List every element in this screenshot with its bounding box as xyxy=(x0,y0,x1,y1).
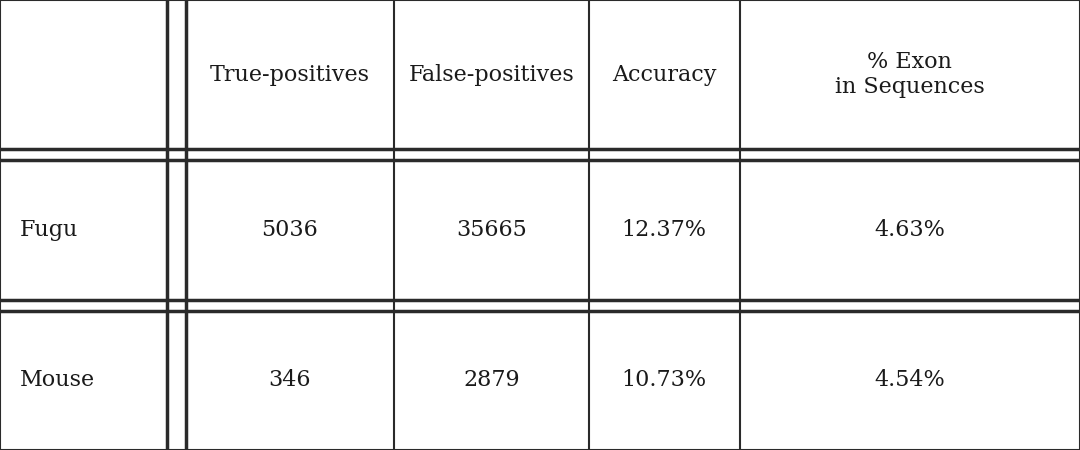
Text: False-positives: False-positives xyxy=(408,64,575,86)
Text: 5036: 5036 xyxy=(261,219,319,241)
Text: % Exon
in Sequences: % Exon in Sequences xyxy=(835,51,985,99)
Text: 10.73%: 10.73% xyxy=(622,369,706,391)
Text: 12.37%: 12.37% xyxy=(622,219,706,241)
Text: Fugu: Fugu xyxy=(19,219,78,241)
Text: True-positives: True-positives xyxy=(210,64,370,86)
Text: 4.54%: 4.54% xyxy=(875,369,945,391)
Text: 346: 346 xyxy=(269,369,311,391)
Text: Mouse: Mouse xyxy=(19,369,95,391)
Text: Accuracy: Accuracy xyxy=(612,64,716,86)
Text: 4.63%: 4.63% xyxy=(875,219,945,241)
Text: 2879: 2879 xyxy=(463,369,519,391)
Text: 35665: 35665 xyxy=(456,219,527,241)
